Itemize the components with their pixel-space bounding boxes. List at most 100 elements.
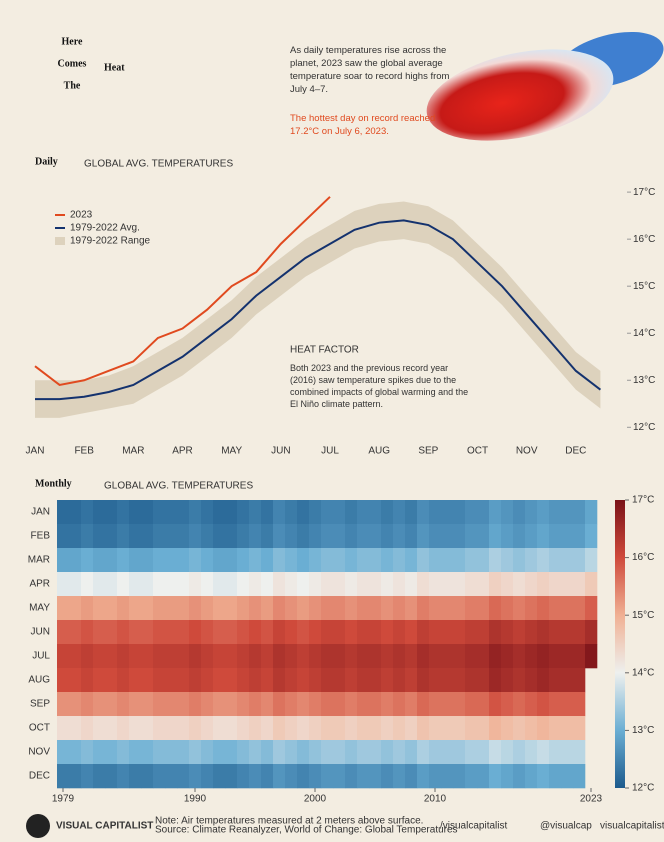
heat-cell	[297, 620, 310, 645]
heat-cell	[561, 548, 574, 573]
heat-cell	[405, 548, 418, 573]
heat-cell	[69, 572, 82, 597]
y-tick-label: 15°C	[633, 281, 655, 292]
heat-cell	[57, 596, 70, 621]
heat-cell	[141, 644, 154, 669]
y-tick-label: AUG	[28, 675, 50, 686]
colorbar-label: 12°C	[632, 783, 654, 794]
heat-cell	[81, 764, 94, 789]
heat-cell	[477, 644, 490, 669]
heat-cell	[345, 500, 358, 525]
heat-cell	[105, 548, 118, 573]
heat-cell	[513, 692, 526, 717]
heat-cell	[537, 524, 550, 549]
heat-cell	[321, 500, 334, 525]
heat-cell	[549, 668, 562, 693]
heat-cell	[177, 644, 190, 669]
heat-cell	[81, 620, 94, 645]
heat-cell	[477, 548, 490, 573]
heat-cell	[573, 500, 586, 525]
heat-cell	[417, 692, 430, 717]
heat-cell	[417, 740, 430, 765]
heat-cell	[141, 692, 154, 717]
heat-cell	[573, 740, 586, 765]
heat-cell	[285, 668, 298, 693]
heat-cell	[69, 692, 82, 717]
heat-cell	[273, 764, 286, 789]
heat-cell	[297, 572, 310, 597]
heat-cell	[513, 548, 526, 573]
heat-cell	[501, 548, 514, 573]
heat-cell	[93, 764, 106, 789]
heat-cell	[357, 596, 370, 621]
heat-cell	[201, 548, 214, 573]
heat-cell	[333, 572, 346, 597]
x-tick-label: OCT	[467, 446, 488, 457]
heat-cell	[513, 668, 526, 693]
heat-cell	[453, 716, 466, 741]
heat-cell	[189, 620, 202, 645]
heat-cell	[453, 572, 466, 597]
heat-cell	[189, 596, 202, 621]
heat-cell	[381, 644, 394, 669]
heat-cell	[237, 620, 250, 645]
heat-cell	[237, 764, 250, 789]
heat-cell	[429, 716, 442, 741]
heat-cell	[573, 764, 586, 789]
heat-cell	[321, 716, 334, 741]
heat-cell	[141, 524, 154, 549]
heat-cell	[393, 548, 406, 573]
heat-cell	[81, 572, 94, 597]
heat-cell	[213, 500, 226, 525]
heat-cell	[321, 572, 334, 597]
heat-cell	[417, 572, 430, 597]
heat-cell	[501, 620, 514, 645]
heat-cell	[69, 740, 82, 765]
heat-cell	[333, 692, 346, 717]
heat-cell	[285, 692, 298, 717]
heat-cell	[465, 764, 478, 789]
heat-cell	[501, 764, 514, 789]
heat-cell	[273, 500, 286, 525]
heat-cell	[369, 572, 382, 597]
heat-cell	[453, 692, 466, 717]
heat-cell	[237, 716, 250, 741]
heat-cell	[249, 740, 262, 765]
heat-cell	[501, 500, 514, 525]
heat-cell	[369, 740, 382, 765]
heat-cell	[537, 572, 550, 597]
heat-cell	[105, 572, 118, 597]
heat-cell	[465, 548, 478, 573]
heat-cell	[525, 692, 538, 717]
heat-cell	[441, 548, 454, 573]
heat-cell	[417, 716, 430, 741]
heat-cell	[297, 716, 310, 741]
heat-cell	[261, 596, 274, 621]
heat-cell	[585, 572, 598, 597]
heat-cell	[237, 596, 250, 621]
heat-cell	[249, 572, 262, 597]
heat-cell	[321, 644, 334, 669]
heat-cell	[105, 716, 118, 741]
heat-cell	[189, 692, 202, 717]
heat-cell	[477, 668, 490, 693]
heat-cell	[225, 524, 238, 549]
heat-cell	[165, 620, 178, 645]
heat-cell	[273, 572, 286, 597]
heat-cell	[117, 572, 130, 597]
heat-cell	[513, 524, 526, 549]
heat-cell	[81, 524, 94, 549]
heat-cell	[237, 572, 250, 597]
heat-cell	[477, 572, 490, 597]
series-line	[34, 196, 331, 387]
heat-cell	[501, 644, 514, 669]
heat-cell	[453, 620, 466, 645]
y-tick-label: NOV	[28, 747, 50, 758]
heat-cell	[477, 596, 490, 621]
heat-cell	[549, 692, 562, 717]
heat-cell	[321, 548, 334, 573]
heat-cell	[513, 764, 526, 789]
heat-cell	[105, 692, 118, 717]
heat-cell	[129, 644, 142, 669]
